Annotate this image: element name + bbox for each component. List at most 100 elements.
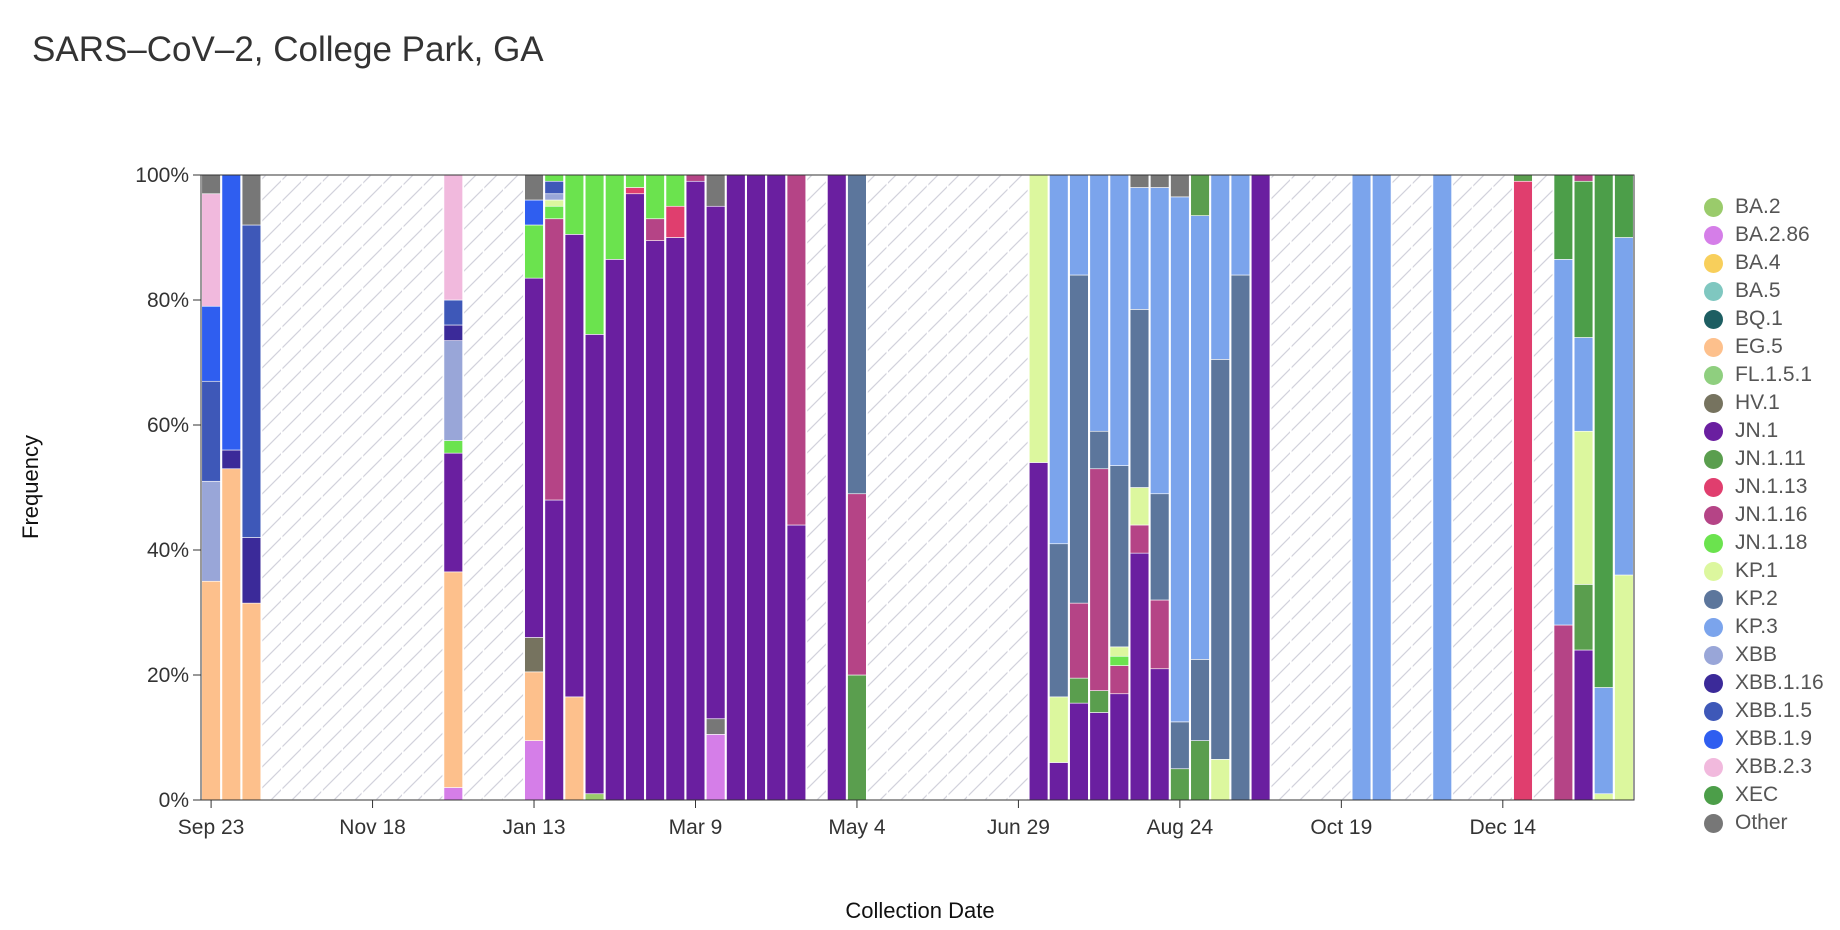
- bar-segment-jn-1-11[interactable]: [847, 674, 867, 801]
- bar-segment-jn-1[interactable]: [1069, 702, 1089, 801]
- stacked-bar[interactable]: [1371, 174, 1392, 801]
- legend-item[interactable]: JN.1.11: [1704, 445, 1824, 473]
- legend-item[interactable]: BA.5: [1704, 277, 1824, 305]
- stacked-bar[interactable]: [1109, 174, 1130, 801]
- bar-segment-jn-1-11[interactable]: [1069, 677, 1089, 704]
- bar-segment-jn-1[interactable]: [665, 237, 685, 801]
- bar-segment-kp-2[interactable]: [1170, 721, 1190, 770]
- stacked-bar[interactable]: [685, 174, 706, 801]
- stacked-bar[interactable]: [523, 174, 545, 801]
- bar-segment-kp-3[interactable]: [1594, 687, 1614, 795]
- bar-segment-xbb-1-16[interactable]: [241, 537, 262, 604]
- bar-segment-xbb-1-5[interactable]: [443, 299, 463, 326]
- bar-segment-jn-1[interactable]: [1089, 712, 1109, 801]
- legend-item[interactable]: BA.2.86: [1704, 221, 1824, 249]
- stacked-bar[interactable]: [1512, 174, 1534, 801]
- legend-item[interactable]: BA.2: [1704, 193, 1824, 221]
- bar-segment-ba-2-86[interactable]: [443, 787, 463, 801]
- bar-segment-jn-1-11[interactable]: [1089, 690, 1109, 713]
- stacked-bar[interactable]: [846, 174, 868, 801]
- bar-segment-kp-1[interactable]: [1028, 174, 1049, 463]
- bar-segment-kp-2[interactable]: [1069, 274, 1089, 604]
- bar-segment-xbb-1-9[interactable]: [201, 305, 221, 382]
- bar-segment-jn-1-11[interactable]: [1190, 174, 1210, 216]
- stacked-bar[interactable]: [1573, 174, 1594, 801]
- bar-segment-kp-3[interactable]: [1129, 187, 1150, 310]
- bar-segment-jn-1[interactable]: [544, 499, 564, 801]
- stacked-bar[interactable]: [766, 174, 787, 801]
- bar-segment-kp-2[interactable]: [1190, 659, 1210, 741]
- bar-segment-jn-1-18[interactable]: [544, 174, 564, 182]
- bar-segment-jn-1[interactable]: [605, 259, 625, 801]
- bar-segment-kp-2[interactable]: [1049, 543, 1069, 698]
- bar-segment-other[interactable]: [706, 174, 726, 207]
- legend-item[interactable]: XBB.1.9: [1704, 725, 1824, 753]
- bar-segment-kp-2[interactable]: [1230, 274, 1251, 801]
- legend-item[interactable]: XBB: [1704, 641, 1824, 669]
- legend-item[interactable]: JN.1.18: [1704, 529, 1824, 557]
- bar-segment-xbb-2-3[interactable]: [201, 193, 221, 307]
- stacked-bar[interactable]: [584, 174, 605, 801]
- stacked-bar[interactable]: [544, 174, 565, 801]
- bar-segment-jn-1-16[interactable]: [685, 174, 706, 182]
- bar-segment-jn-1[interactable]: [443, 452, 463, 573]
- bar-segment-jn-1-18[interactable]: [443, 440, 463, 454]
- bar-segment-kp-2[interactable]: [1210, 359, 1230, 760]
- bar-segment-kp-3[interactable]: [1432, 174, 1452, 801]
- legend-item[interactable]: XEC: [1704, 781, 1824, 809]
- bar-segment-xec[interactable]: [1614, 174, 1634, 238]
- bar-segment-other[interactable]: [1170, 174, 1190, 198]
- bar-segment-ba-2-86[interactable]: [706, 734, 726, 801]
- bar-segment-ba-2[interactable]: [584, 793, 605, 801]
- bar-segment-kp-3[interactable]: [1210, 174, 1230, 360]
- stacked-bar[interactable]: [1553, 174, 1574, 801]
- legend-item[interactable]: JN.1.13: [1704, 473, 1824, 501]
- bar-segment-jn-1[interactable]: [1028, 462, 1049, 801]
- bar-segment-jn-1-16[interactable]: [544, 218, 564, 501]
- bar-segment-jn-1[interactable]: [827, 174, 847, 801]
- bar-segment-jn-1-11[interactable]: [1573, 584, 1594, 651]
- bar-segment-jn-1[interactable]: [1129, 552, 1150, 801]
- bar-segment-kp-1[interactable]: [1109, 646, 1129, 657]
- bar-segment-xbb-1-5[interactable]: [544, 180, 564, 195]
- bar-segment-eg-5[interactable]: [241, 602, 262, 801]
- bar-segment-jn-1-13[interactable]: [625, 187, 645, 195]
- bar-segment-ba-2-86[interactable]: [524, 740, 544, 801]
- legend-item[interactable]: FL.1.5.1: [1704, 361, 1824, 389]
- stacked-bar[interactable]: [745, 174, 767, 801]
- legend-item[interactable]: HV.1: [1704, 389, 1824, 417]
- stacked-bar[interactable]: [1351, 174, 1372, 801]
- bar-segment-jn-1-18[interactable]: [605, 174, 625, 260]
- legend-item[interactable]: XBB.1.16: [1704, 669, 1824, 697]
- bar-segment-eg-5[interactable]: [201, 580, 221, 801]
- stacked-bar[interactable]: [1089, 174, 1110, 801]
- bar-segment-xbb-1-16[interactable]: [221, 449, 241, 470]
- bar-segment-jn-1-18[interactable]: [665, 174, 685, 207]
- bar-segment-jn-1-13[interactable]: [665, 205, 685, 238]
- stacked-bar[interactable]: [1210, 174, 1231, 801]
- legend-item[interactable]: KP.2: [1704, 585, 1824, 613]
- bar-segment-kp-1[interactable]: [1614, 574, 1634, 801]
- stacked-bar[interactable]: [1068, 174, 1090, 801]
- bar-segment-other[interactable]: [201, 174, 221, 195]
- bar-segment-jn-1[interactable]: [746, 174, 766, 801]
- stacked-bar[interactable]: [604, 174, 625, 801]
- stacked-bar[interactable]: [443, 174, 464, 801]
- bar-segment-kp-1[interactable]: [1594, 793, 1614, 801]
- legend-item[interactable]: EG.5: [1704, 333, 1824, 361]
- bar-segment-jn-1-16[interactable]: [1089, 468, 1109, 691]
- legend-item[interactable]: KP.3: [1704, 613, 1824, 641]
- legend-item[interactable]: XBB.2.3: [1704, 753, 1824, 781]
- stacked-bar[interactable]: [201, 174, 222, 801]
- bar-segment-jn-1-16[interactable]: [847, 493, 867, 676]
- bar-segment-kp-3[interactable]: [1553, 259, 1574, 626]
- bar-segment-jn-1-16[interactable]: [645, 218, 665, 241]
- bar-segment-other[interactable]: [524, 174, 544, 201]
- bar-segment-jn-1-18[interactable]: [625, 174, 645, 188]
- bar-segment-jn-1[interactable]: [1573, 649, 1594, 801]
- bar-segment-kp-1[interactable]: [544, 199, 564, 207]
- bar-segment-jn-1[interactable]: [584, 334, 605, 795]
- bar-segment-jn-1[interactable]: [1250, 174, 1271, 801]
- bar-segment-other[interactable]: [1150, 174, 1170, 188]
- legend-item[interactable]: JN.1.16: [1704, 501, 1824, 529]
